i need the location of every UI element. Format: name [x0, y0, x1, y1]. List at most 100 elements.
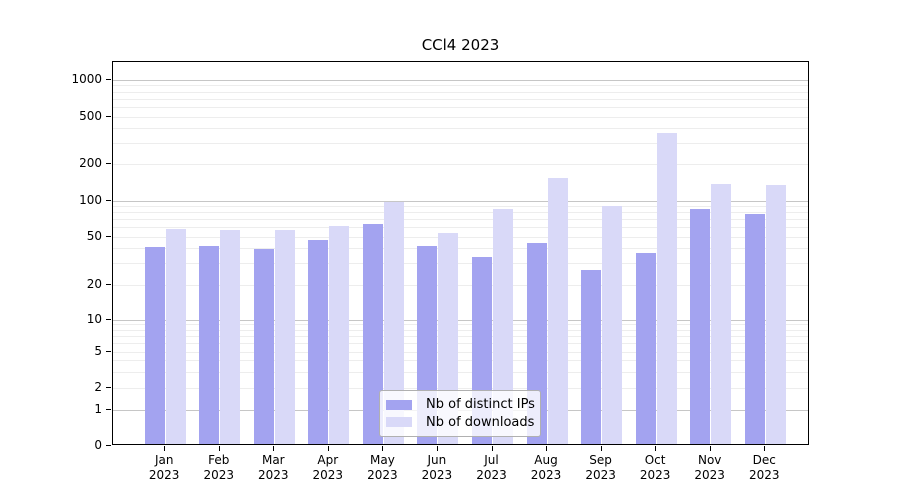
y-tick-label-100: 100 — [79, 192, 102, 207]
bar-downloads-feb — [220, 229, 241, 444]
bar-distinct-ips-dec — [744, 213, 765, 444]
y-tick-mark-1000 — [106, 78, 111, 80]
y-tick-mark-2 — [106, 386, 111, 388]
y-tick-label-1: 1 — [94, 402, 102, 416]
x-tick-mark-dec — [764, 446, 766, 451]
x-tick-mark-mar — [273, 446, 275, 451]
major-gridline-10 — [113, 319, 808, 321]
minor-gridline-400 — [113, 128, 808, 130]
bar-downloads-apr — [329, 226, 350, 444]
y-tick-mark-100 — [106, 199, 111, 201]
minor-gridline-2 — [113, 387, 808, 389]
x-tick-label-feb: Feb 2023 — [203, 453, 235, 482]
x-tick-label-jun: Jun 2023 — [421, 453, 453, 482]
minor-gridline-90 — [113, 206, 808, 207]
minor-gridline-20 — [113, 284, 808, 286]
bar-downloads-dec — [765, 184, 786, 444]
bar-downloads-oct — [656, 132, 677, 444]
minor-gridline-6 — [113, 343, 808, 345]
minor-gridline-30 — [113, 263, 808, 265]
bar-downloads-sep — [602, 206, 623, 444]
x-tick-mark-jun — [436, 446, 438, 451]
major-gridline-1000 — [113, 79, 808, 81]
minor-gridline-9 — [113, 324, 808, 326]
y-tick-label-20: 20 — [86, 276, 102, 291]
x-tick-mark-may — [382, 446, 384, 451]
legend-label-distinct-ips: Nb of distinct IPs — [426, 397, 535, 413]
y-tick-label-200: 200 — [79, 156, 102, 170]
minor-gridline-800 — [113, 91, 808, 93]
plot-area — [112, 61, 809, 445]
legend-swatch-distinct-ips — [386, 399, 412, 410]
minor-gridline-600 — [113, 107, 808, 109]
x-tick-mark-apr — [327, 446, 329, 451]
bar-distinct-ips-feb — [199, 245, 220, 444]
bar-distinct-ips-may — [362, 223, 383, 444]
x-tick-label-jul: Jul 2023 — [476, 453, 507, 482]
minor-gridline-80 — [113, 212, 808, 214]
y-tick-label-0: 0 — [94, 438, 102, 452]
x-tick-mark-nov — [709, 446, 711, 451]
bar-downloads-jul — [493, 208, 513, 444]
chart-title: CCl4 2023 — [421, 36, 500, 54]
minor-gridline-700 — [113, 98, 808, 100]
bar-distinct-ips-sep — [581, 269, 602, 444]
y-tick-mark-50 — [106, 235, 111, 237]
y-tick-label-500: 500 — [79, 109, 102, 123]
legend: Nb of distinct IPs Nb of downloads — [379, 390, 541, 437]
y-tick-mark-0 — [106, 445, 111, 446]
bar-distinct-ips-mar — [253, 248, 274, 444]
minor-gridline-4 — [113, 360, 808, 362]
x-tick-mark-sep — [600, 446, 602, 451]
minor-gridline-70 — [113, 219, 808, 220]
bar-distinct-ips-nov — [690, 208, 711, 444]
bar-downloads-aug — [547, 178, 568, 444]
minor-gridline-500 — [113, 117, 808, 118]
legend-entry-distinct-ips: Nb of distinct IPs — [386, 396, 535, 413]
y-tick-label-10: 10 — [86, 311, 102, 326]
bar-downloads-may — [383, 201, 404, 444]
minor-gridline-40 — [113, 248, 808, 250]
y-tick-label-50: 50 — [86, 228, 102, 243]
y-tick-mark-5 — [106, 350, 111, 352]
y-tick-label-1000: 1000 — [71, 71, 102, 86]
minor-gridline-60 — [113, 227, 808, 228]
y-tick-label-2: 2 — [94, 379, 102, 394]
legend-entry-downloads: Nb of downloads — [386, 414, 535, 431]
legend-label-downloads: Nb of downloads — [426, 414, 535, 430]
major-gridline-100 — [113, 200, 808, 202]
x-tick-label-aug: Aug 2023 — [530, 453, 562, 482]
y-tick-mark-200 — [106, 163, 111, 164]
bar-distinct-ips-apr — [308, 239, 329, 444]
y-tick-mark-500 — [106, 116, 111, 117]
x-tick-label-oct: Oct 2023 — [639, 453, 671, 482]
x-tick-mark-oct — [655, 446, 657, 451]
x-tick-mark-feb — [218, 446, 220, 451]
minor-gridline-3 — [113, 371, 808, 373]
minor-gridline-5 — [113, 351, 808, 353]
minor-gridline-300 — [113, 143, 808, 145]
bar-distinct-ips-jan — [144, 247, 165, 444]
x-tick-mark-aug — [546, 446, 547, 451]
bar-distinct-ips-oct — [635, 252, 656, 444]
bar-downloads-nov — [711, 183, 732, 444]
x-tick-label-jan: Jan 2023 — [148, 453, 180, 482]
y-tick-mark-10 — [106, 318, 111, 320]
bar-downloads-mar — [274, 229, 295, 444]
x-tick-label-mar: Mar 2023 — [258, 453, 289, 482]
y-tick-mark-1 — [106, 409, 111, 410]
minor-gridline-50 — [113, 236, 808, 238]
minor-gridline-8 — [113, 329, 808, 331]
x-tick-label-apr: Apr 2023 — [312, 453, 344, 482]
bar-downloads-jan — [165, 228, 186, 444]
minor-gridline-7 — [113, 336, 808, 337]
x-tick-label-dec: Dec 2023 — [749, 453, 780, 482]
x-tick-mark-jul — [491, 446, 493, 451]
legend-swatch-downloads — [386, 417, 412, 428]
y-tick-label-5: 5 — [94, 343, 102, 358]
x-tick-label-nov: Nov 2023 — [694, 453, 725, 482]
minor-gridline-900 — [113, 85, 808, 87]
y-tick-mark-20 — [106, 283, 111, 285]
x-tick-label-may: May 2023 — [367, 453, 398, 482]
